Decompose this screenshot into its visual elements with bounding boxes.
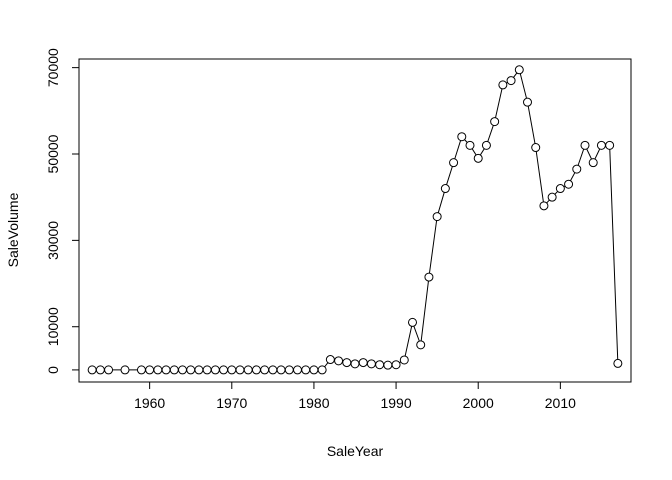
data-point <box>154 366 162 374</box>
data-point <box>400 356 408 364</box>
data-point <box>581 141 589 149</box>
data-point <box>491 118 499 126</box>
x-tick-label: 1980 <box>298 395 329 411</box>
data-point <box>597 141 605 149</box>
data-point <box>88 366 96 374</box>
data-point <box>409 318 417 326</box>
data-point <box>179 366 187 374</box>
data-point <box>441 185 449 193</box>
data-point <box>277 366 285 374</box>
x-axis: 1960 1970 1980 1990 2000 2010 <box>134 382 576 411</box>
data-point <box>96 366 104 374</box>
data-point <box>326 356 334 364</box>
data-point <box>294 366 302 374</box>
data-point <box>367 360 375 368</box>
data-point <box>458 133 466 141</box>
data-point <box>162 366 170 374</box>
data-point <box>310 366 318 374</box>
data-point <box>187 366 195 374</box>
data-point <box>425 273 433 281</box>
data-point <box>105 366 113 374</box>
data-point <box>261 366 269 374</box>
data-point <box>359 359 367 367</box>
data-point <box>548 193 556 201</box>
data-point <box>606 141 614 149</box>
data-point <box>540 202 548 210</box>
data-point <box>515 66 523 74</box>
data-point <box>236 366 244 374</box>
data-point <box>573 165 581 173</box>
data-point <box>507 77 515 85</box>
data-point <box>203 366 211 374</box>
x-axis-label: SaleYear <box>327 443 384 459</box>
data-point <box>589 159 597 167</box>
data-point <box>524 98 532 106</box>
data-point <box>343 359 351 367</box>
data-points <box>88 66 622 374</box>
data-point <box>433 213 441 221</box>
y-tick-label: 50000 <box>45 134 61 173</box>
data-point <box>376 361 384 369</box>
data-point <box>335 357 343 365</box>
data-point <box>146 366 154 374</box>
series-line <box>92 70 618 370</box>
data-point <box>392 361 400 369</box>
plot-box <box>79 59 631 382</box>
data-point <box>450 159 458 167</box>
y-tick-label: 10000 <box>45 307 61 346</box>
data-point <box>137 366 145 374</box>
x-tick-label: 1960 <box>134 395 165 411</box>
x-tick-label: 2000 <box>463 395 494 411</box>
data-point <box>244 366 252 374</box>
data-point <box>302 366 310 374</box>
data-point <box>269 366 277 374</box>
data-point <box>556 185 564 193</box>
y-axis: 0 10000 30000 50000 70000 <box>45 48 79 374</box>
data-point <box>474 154 482 162</box>
data-point <box>417 341 425 349</box>
data-point <box>499 81 507 89</box>
data-point <box>565 180 573 188</box>
data-point <box>384 361 392 369</box>
x-tick-label: 1990 <box>380 395 411 411</box>
data-point <box>614 359 622 367</box>
y-axis-label: SaleVolume <box>5 192 21 267</box>
data-point <box>228 366 236 374</box>
data-point <box>482 141 490 149</box>
y-tick-label: 30000 <box>45 221 61 260</box>
data-point <box>170 366 178 374</box>
data-point <box>195 366 203 374</box>
data-point <box>211 366 219 374</box>
data-point <box>220 366 228 374</box>
data-point <box>121 366 129 374</box>
x-tick-label: 2010 <box>545 395 576 411</box>
y-tick-label: 70000 <box>45 48 61 87</box>
x-tick-label: 1970 <box>216 395 247 411</box>
data-point <box>466 141 474 149</box>
data-point <box>318 366 326 374</box>
data-point <box>252 366 260 374</box>
data-point <box>532 144 540 152</box>
data-point <box>351 360 359 368</box>
data-point <box>285 366 293 374</box>
y-tick-label: 0 <box>45 366 61 374</box>
